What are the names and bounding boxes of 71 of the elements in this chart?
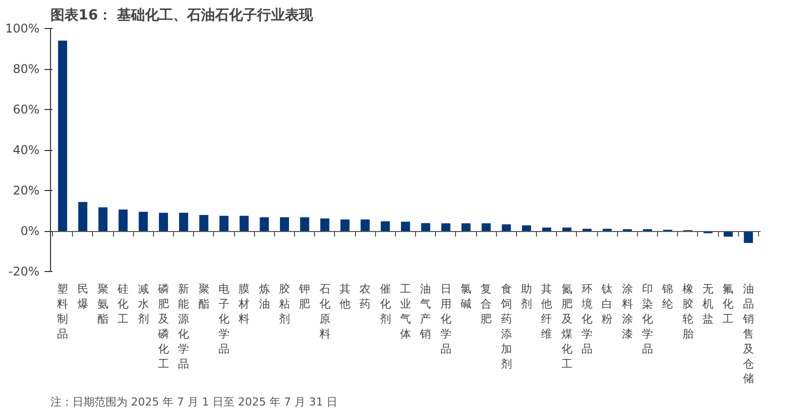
x-tick-label: 炼油 <box>258 282 270 310</box>
x-tick-label: 复合肥 <box>480 282 492 326</box>
bar <box>421 223 430 231</box>
bar <box>502 224 511 231</box>
x-tick-label: 膜材料 <box>238 282 250 326</box>
x-tick-label: 减水剂 <box>138 282 149 326</box>
bar <box>441 223 450 231</box>
bar <box>562 228 572 231</box>
bar <box>240 216 249 231</box>
x-tick-label: 环境化学品 <box>580 282 593 356</box>
x-tick-label: 钾肥 <box>298 282 310 310</box>
y-tick-label: 20% <box>12 184 40 198</box>
x-tick-label: 油品销售及仓储 <box>742 282 754 386</box>
bar <box>260 217 269 231</box>
x-tick-label: 涂料涂漆 <box>622 282 633 340</box>
x-tick-label: 钛白粉 <box>600 282 613 326</box>
x-tick-label: 磷肥及磷化工 <box>156 282 169 370</box>
x-tick-label: 塑料制品 <box>57 282 68 340</box>
x-tick-label: 胶粘剂 <box>278 282 290 326</box>
bar <box>280 217 290 231</box>
y-tick-label: 100% <box>5 22 40 36</box>
bar <box>179 212 188 231</box>
x-tick-label: 工业气体 <box>400 282 411 340</box>
y-tick-label: -20% <box>8 264 40 278</box>
bar <box>522 225 532 231</box>
bar <box>744 231 753 243</box>
chart-title: 图表16： 基础化工、石油石化子行业表现 <box>50 8 314 24</box>
x-tick-label: 其他纤维 <box>541 282 552 340</box>
x-tick-label: 氟化工 <box>722 282 734 326</box>
x-tick-label: 聚氨酯 <box>97 282 108 326</box>
x-tick-label: 石化原料 <box>319 282 330 340</box>
bar <box>58 40 68 231</box>
bar <box>320 218 330 231</box>
x-tick-label: 橡胶轮胎 <box>682 282 694 340</box>
x-tick-label: 无机盐 <box>702 282 714 326</box>
bar <box>138 212 148 231</box>
x-tick-label: 民爆 <box>77 282 88 310</box>
bar <box>400 222 410 231</box>
bar <box>219 216 229 231</box>
x-tick-label: 其他 <box>339 282 350 310</box>
bar <box>118 210 128 231</box>
y-tick-label: 80% <box>12 62 40 76</box>
bar <box>98 207 108 231</box>
x-tick-label: 新能源化学品 <box>178 282 190 370</box>
x-tick-label: 催化剂 <box>380 282 391 326</box>
bar <box>300 217 310 231</box>
bar <box>482 223 491 231</box>
x-tick-label: 油气产销 <box>419 282 432 340</box>
x-tick-label: 农药 <box>360 282 371 310</box>
x-tick-label: 聚酯 <box>198 282 210 310</box>
bar <box>380 221 390 231</box>
bar <box>461 223 471 231</box>
x-tick-label: 硅化工 <box>116 282 129 326</box>
y-tick-label: 40% <box>12 143 40 157</box>
bar <box>542 228 552 231</box>
y-tick-label: 60% <box>12 102 40 116</box>
bar <box>158 212 168 231</box>
x-tick-label: 助剂 <box>521 282 532 310</box>
x-tick-label: 食饲药添加剂 <box>500 282 512 370</box>
x-tick-label: 锦纶 <box>661 282 674 310</box>
x-tick-label: 印染化学品 <box>642 282 654 356</box>
bar <box>340 219 350 231</box>
y-tick-label: 0% <box>20 224 40 238</box>
x-tick-label: 电子化学品 <box>218 282 230 356</box>
x-tick-label: 氯碱 <box>460 282 472 310</box>
bar <box>360 219 370 231</box>
x-tick-label: 日用化学品 <box>440 282 452 356</box>
bar <box>199 215 208 231</box>
text: 注：日期范围为 2025 年 7 月 1 日至 2025 年 7 月 31 日 <box>50 396 338 408</box>
x-tick-label: 氮肥及煤化工 <box>561 282 572 370</box>
bar <box>78 202 88 231</box>
